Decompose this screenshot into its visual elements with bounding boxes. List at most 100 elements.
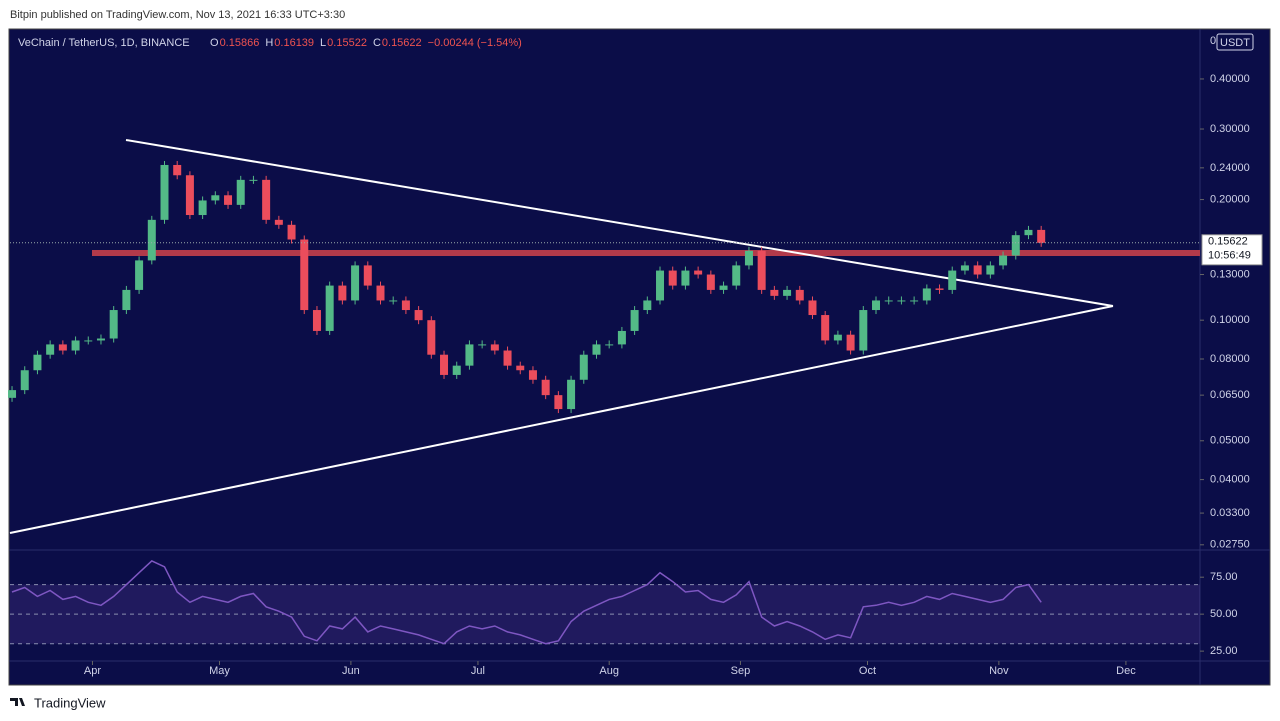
- candle-body: [262, 179, 271, 220]
- symbol: VeChain / TetherUS, 1D, BINANCE: [18, 37, 190, 49]
- candle-body: [795, 289, 804, 301]
- x-tick-label: Sep: [731, 665, 751, 677]
- candle-body: [503, 350, 512, 366]
- y-tick-label: 0.04000: [1210, 474, 1250, 486]
- candle-body: [440, 354, 449, 375]
- candle-body: [20, 370, 29, 391]
- y-tick-label: 0.20000: [1210, 193, 1250, 205]
- y-tick-label: 0.03300: [1210, 507, 1250, 519]
- candle-body: [198, 200, 207, 216]
- trend-line: [9, 305, 1114, 534]
- ohlc-key: H: [265, 37, 273, 49]
- countdown: 10:56:49: [1208, 250, 1251, 262]
- candle-body: [490, 344, 499, 351]
- y-tick-label: 0.10000: [1210, 314, 1250, 326]
- ohlc-key: C: [373, 37, 381, 49]
- candle-body: [376, 285, 385, 301]
- candle-body: [351, 265, 360, 301]
- candle-body: [617, 330, 626, 345]
- candle-body: [478, 344, 487, 346]
- y-tick-label: 0.13000: [1210, 268, 1250, 280]
- candle-body: [783, 289, 792, 296]
- candle-body: [135, 260, 144, 290]
- candle-body: [46, 344, 55, 355]
- candle-body: [160, 164, 169, 220]
- candle-body: [744, 250, 753, 266]
- candle-body: [287, 224, 296, 240]
- ohlc-value: 0.15622: [382, 37, 422, 49]
- candle-body: [300, 239, 309, 311]
- logo: [10, 698, 25, 706]
- candle-body: [427, 320, 436, 355]
- candle-body: [516, 365, 525, 371]
- candle-body: [706, 274, 715, 290]
- candle-body: [452, 365, 461, 375]
- candle-body: [579, 354, 588, 380]
- x-tick-label: May: [209, 665, 230, 677]
- candle-body: [185, 175, 194, 216]
- axis-corner: 0: [1210, 35, 1216, 47]
- ohlc-value: 0.15866: [220, 37, 260, 49]
- y-tick-label: 50.00: [1210, 608, 1238, 620]
- y-tick-label: 75.00: [1210, 571, 1238, 583]
- candle-body: [719, 285, 728, 290]
- candle-body: [58, 344, 67, 351]
- y-tick-label: 25.00: [1210, 645, 1238, 657]
- candle-body: [668, 270, 677, 286]
- candle-body: [681, 270, 690, 286]
- ohlc-legend: O 0.15866 H 0.16139 L 0.15522 C 0.15622 −0.00244…: [210, 37, 522, 49]
- y-tick-label: 0.30000: [1210, 123, 1250, 135]
- x-tick-label: Jun: [342, 665, 360, 677]
- candle-body: [859, 310, 868, 351]
- candle-body: [960, 265, 969, 271]
- rsi-line: [11, 560, 1042, 645]
- candle-body: [465, 344, 474, 366]
- resistance-zone: [92, 250, 1200, 256]
- candle-body: [999, 255, 1008, 266]
- candle-body: [312, 310, 321, 331]
- candle-body: [656, 270, 665, 301]
- candle-body: [1011, 235, 1020, 256]
- candle-body: [274, 219, 283, 225]
- candle-body: [211, 195, 220, 201]
- candle-body: [973, 265, 982, 275]
- currency: USDT: [1220, 37, 1250, 49]
- ohlc-key: L: [320, 37, 326, 49]
- candle-body: [884, 300, 893, 302]
- candle-body: [757, 250, 766, 290]
- candle-body: [109, 310, 118, 339]
- last-price-label: 0.15622: [1208, 236, 1248, 248]
- y-tick-label: 0.08000: [1210, 353, 1250, 365]
- candle-body: [84, 340, 93, 342]
- candle-body: [948, 270, 957, 290]
- candle-body: [630, 310, 639, 331]
- chart-frame: [8, 28, 1271, 686]
- y-tick-label: 0.02750: [1210, 539, 1250, 551]
- candle-body: [605, 344, 614, 346]
- candle-body: [414, 310, 423, 321]
- candle-body: [173, 164, 182, 176]
- candle-body: [910, 300, 919, 302]
- main-pane: [8, 139, 1200, 534]
- candle-body: [96, 338, 105, 341]
- candle-body: [935, 288, 944, 290]
- candle-body: [1037, 229, 1046, 243]
- candle-body: [732, 265, 741, 286]
- candle-body: [224, 195, 233, 205]
- candle-body: [33, 354, 42, 371]
- y-tick-label: 0.24000: [1210, 162, 1250, 174]
- candle-body: [528, 370, 537, 380]
- price-change: −0.00244 (−1.54%): [428, 37, 522, 49]
- candle-body: [567, 379, 576, 410]
- candle-body: [71, 340, 80, 351]
- candle-body: [338, 285, 347, 301]
- y-tick-label: 0.06500: [1210, 389, 1250, 401]
- candle-body: [833, 334, 842, 341]
- x-tick-label: Dec: [1116, 665, 1136, 677]
- candle-body: [122, 289, 131, 311]
- x-tick-label: Apr: [84, 665, 101, 677]
- ohlc-value: 0.15522: [327, 37, 367, 49]
- candle-body: [846, 334, 855, 351]
- last-price-box: [1201, 234, 1263, 266]
